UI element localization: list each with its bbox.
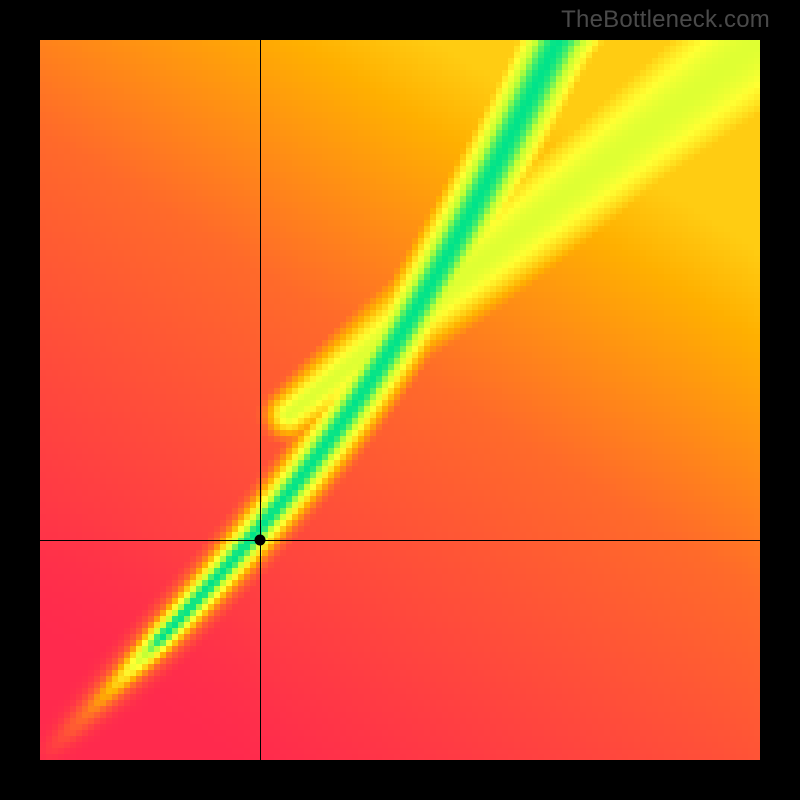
chart-container: TheBottleneck.com [0, 0, 800, 800]
watermark-text: TheBottleneck.com [561, 6, 770, 34]
crosshair-horizontal [40, 540, 760, 541]
plot-area [40, 40, 760, 760]
heatmap-canvas [40, 40, 760, 760]
crosshair-marker [254, 535, 265, 546]
crosshair-vertical [260, 40, 261, 760]
